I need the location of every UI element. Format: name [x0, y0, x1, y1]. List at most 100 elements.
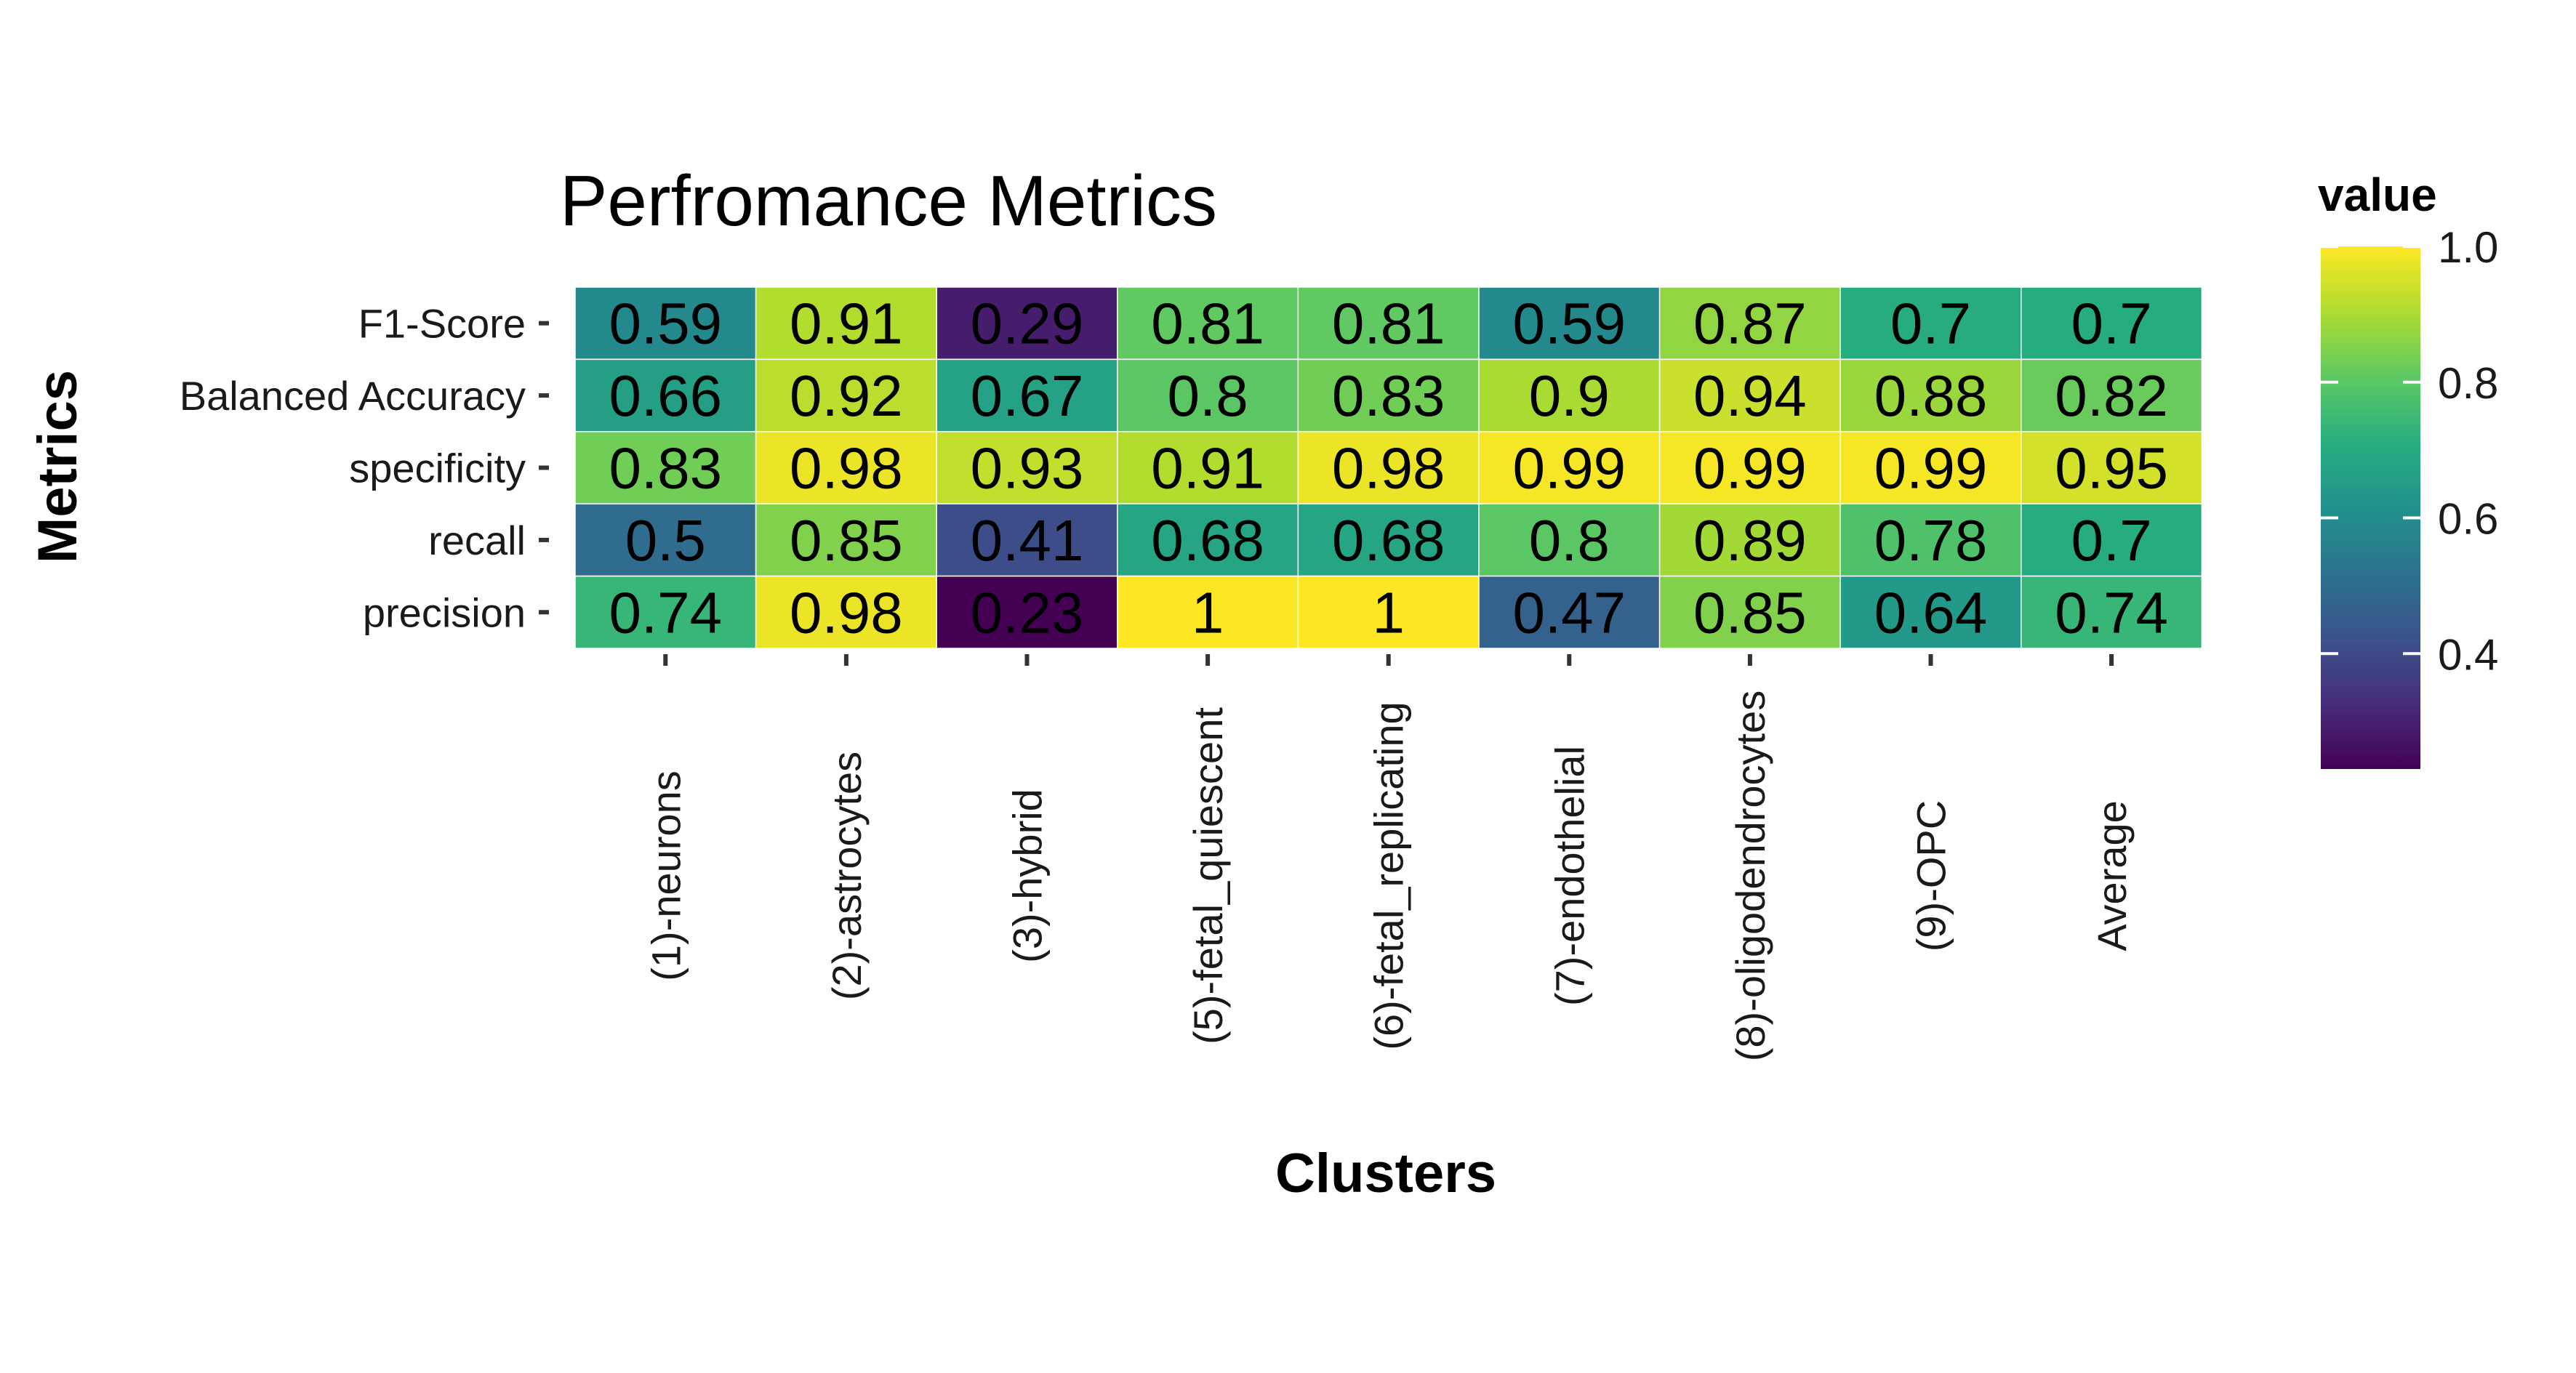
y-tick-label: precision — [363, 589, 526, 635]
heatmap-cell — [1117, 575, 1299, 649]
cell-value-label: 0.99 — [1874, 436, 1988, 501]
cell-value-label: 0.47 — [1512, 580, 1626, 645]
legend-ticks: 1.0 0.8 0.6 0.4 — [2321, 223, 2498, 679]
heatmap-cell — [1117, 503, 1299, 577]
heatmap-cell — [2021, 503, 2203, 577]
cell-value-label: 0.68 — [1332, 508, 1445, 573]
heatmap-cell — [1297, 431, 1480, 504]
cell-value-label: 0.83 — [1332, 363, 1445, 428]
heatmap-cell — [1297, 286, 1480, 361]
cell-value-label: 0.93 — [971, 436, 1084, 501]
cell-value-label: 0.67 — [971, 363, 1084, 428]
cell-value-label: 0.92 — [790, 363, 903, 428]
cell-value-label: 0.8 — [1529, 508, 1610, 573]
legend-title: value — [2318, 169, 2437, 221]
legend-tick-label: 0.4 — [2438, 630, 2498, 679]
cell-value-label: 0.81 — [1151, 291, 1264, 356]
cell-value-label: 0.98 — [790, 580, 903, 645]
cell-value-label: 0.68 — [1151, 508, 1264, 573]
cell-value-label: 0.7 — [2071, 291, 2151, 356]
heatmap-cell — [1478, 575, 1661, 649]
x-tick-label: (1)-neurons — [643, 770, 689, 981]
heatmap-cell — [936, 286, 1118, 361]
cell-value-label: 0.8 — [1167, 363, 1248, 428]
legend-tick-label: 1.0 — [2438, 223, 2498, 272]
heatmap-cell — [936, 431, 1118, 504]
heatmap-cell — [1658, 431, 1841, 504]
heatmap-cell — [574, 503, 757, 577]
cell-value-label: 0.5 — [625, 508, 706, 573]
x-tick-label: (7)-endothelial — [1546, 746, 1592, 1006]
heatmap-cell — [755, 431, 937, 504]
heatmap-cell — [1478, 358, 1661, 432]
heatmap-cell — [1478, 286, 1661, 361]
x-tick-label: (3)-hybrid — [1005, 789, 1051, 963]
y-tick-label: recall — [428, 518, 526, 563]
y-tick-label: Balanced Accuracy — [180, 373, 526, 419]
cell-value-label: 0.83 — [609, 436, 722, 501]
heatmap-cell — [1658, 358, 1841, 432]
heatmap-cell — [1839, 286, 2022, 361]
x-axis: (1)-neurons (2)-astrocytes (3)-hybrid (5)-f… — [643, 654, 2135, 1061]
legend-tick-label: 0.8 — [2438, 359, 2498, 408]
legend-tick-label: 0.6 — [2438, 495, 2498, 544]
cell-value-label: 0.91 — [790, 291, 903, 356]
cell-value-label: 0.99 — [1693, 436, 1807, 501]
heatmap-cell — [936, 575, 1118, 649]
y-tick-label: F1-Score — [358, 301, 526, 347]
cell-value-label: 0.82 — [2055, 363, 2168, 428]
heatmap-cell — [1839, 358, 2022, 432]
cell-value-label: 0.23 — [971, 580, 1084, 645]
cell-value-label: 0.7 — [2071, 508, 2151, 573]
cell-value-label: 1 — [1372, 580, 1405, 645]
cell-value-label: 0.95 — [2055, 436, 2168, 501]
heatmap-cell — [574, 431, 757, 504]
heatmap-cell — [1297, 358, 1480, 432]
heatmap-cell — [574, 358, 757, 432]
y-axis: F1-Score Balanced Accuracy specificity reca… — [180, 301, 549, 635]
cell-value-label: 0.41 — [971, 508, 1084, 573]
cell-value-labels: 0.59 0.91 0.29 0.81 0.81 0.59 0.87 0.7 0.70.66 0.… — [609, 291, 2168, 645]
color-legend: value 1.0 0.8 0.6 0.4 — [2318, 169, 2498, 769]
heatmap-cell — [755, 575, 937, 649]
heatmap-cell — [1117, 431, 1299, 504]
y-axis-title: Metrics — [27, 370, 89, 563]
x-axis-title: Clusters — [1275, 1143, 1496, 1204]
cell-value-label: 0.98 — [1332, 436, 1445, 501]
heatmap-cell — [1297, 575, 1480, 649]
cell-value-label: 0.7 — [1890, 291, 1971, 356]
heatmap-cell — [574, 575, 757, 649]
cell-value-label: 0.78 — [1874, 508, 1988, 573]
heatmap-cell — [574, 286, 757, 361]
x-tick-label: (8)-oligodendrocytes — [1728, 690, 1773, 1061]
cell-value-label: 0.85 — [790, 508, 903, 573]
x-tick-label: (9)-OPC — [1909, 800, 1954, 951]
cell-value-label: 0.59 — [1512, 291, 1626, 356]
cell-value-label: 0.91 — [1151, 436, 1264, 501]
cell-value-label: 0.9 — [1529, 363, 1610, 428]
heatmap-cell — [1117, 286, 1299, 361]
heatmap-cell — [936, 358, 1118, 432]
cell-value-label: 0.99 — [1512, 436, 1626, 501]
heatmap-cell — [2021, 431, 2203, 504]
cell-value-label: 0.89 — [1693, 508, 1807, 573]
cell-value-label: 0.88 — [1874, 363, 1988, 428]
cell-value-label: 0.81 — [1332, 291, 1445, 356]
heatmap-cell — [755, 286, 937, 361]
heatmap-cells — [574, 286, 2203, 649]
legend-colorbar — [2321, 246, 2420, 769]
x-tick-label: (5)-fetal_quiescent — [1185, 707, 1231, 1044]
cell-value-label: 0.94 — [1693, 363, 1807, 428]
cell-value-label: 1 — [1192, 580, 1224, 645]
cell-value-label: 0.74 — [609, 580, 722, 645]
heatmap-cell — [1658, 575, 1841, 649]
cell-value-label: 0.59 — [609, 291, 722, 356]
x-tick-label: (6)-fetal_replicating — [1366, 701, 1412, 1050]
x-tick-label: Average — [2089, 800, 2135, 951]
y-tick-label: specificity — [349, 446, 526, 491]
cell-value-label: 0.87 — [1693, 291, 1807, 356]
cell-value-label: 0.66 — [609, 363, 722, 428]
heatmap-cell — [755, 503, 937, 577]
cell-value-label: 0.29 — [971, 291, 1084, 356]
